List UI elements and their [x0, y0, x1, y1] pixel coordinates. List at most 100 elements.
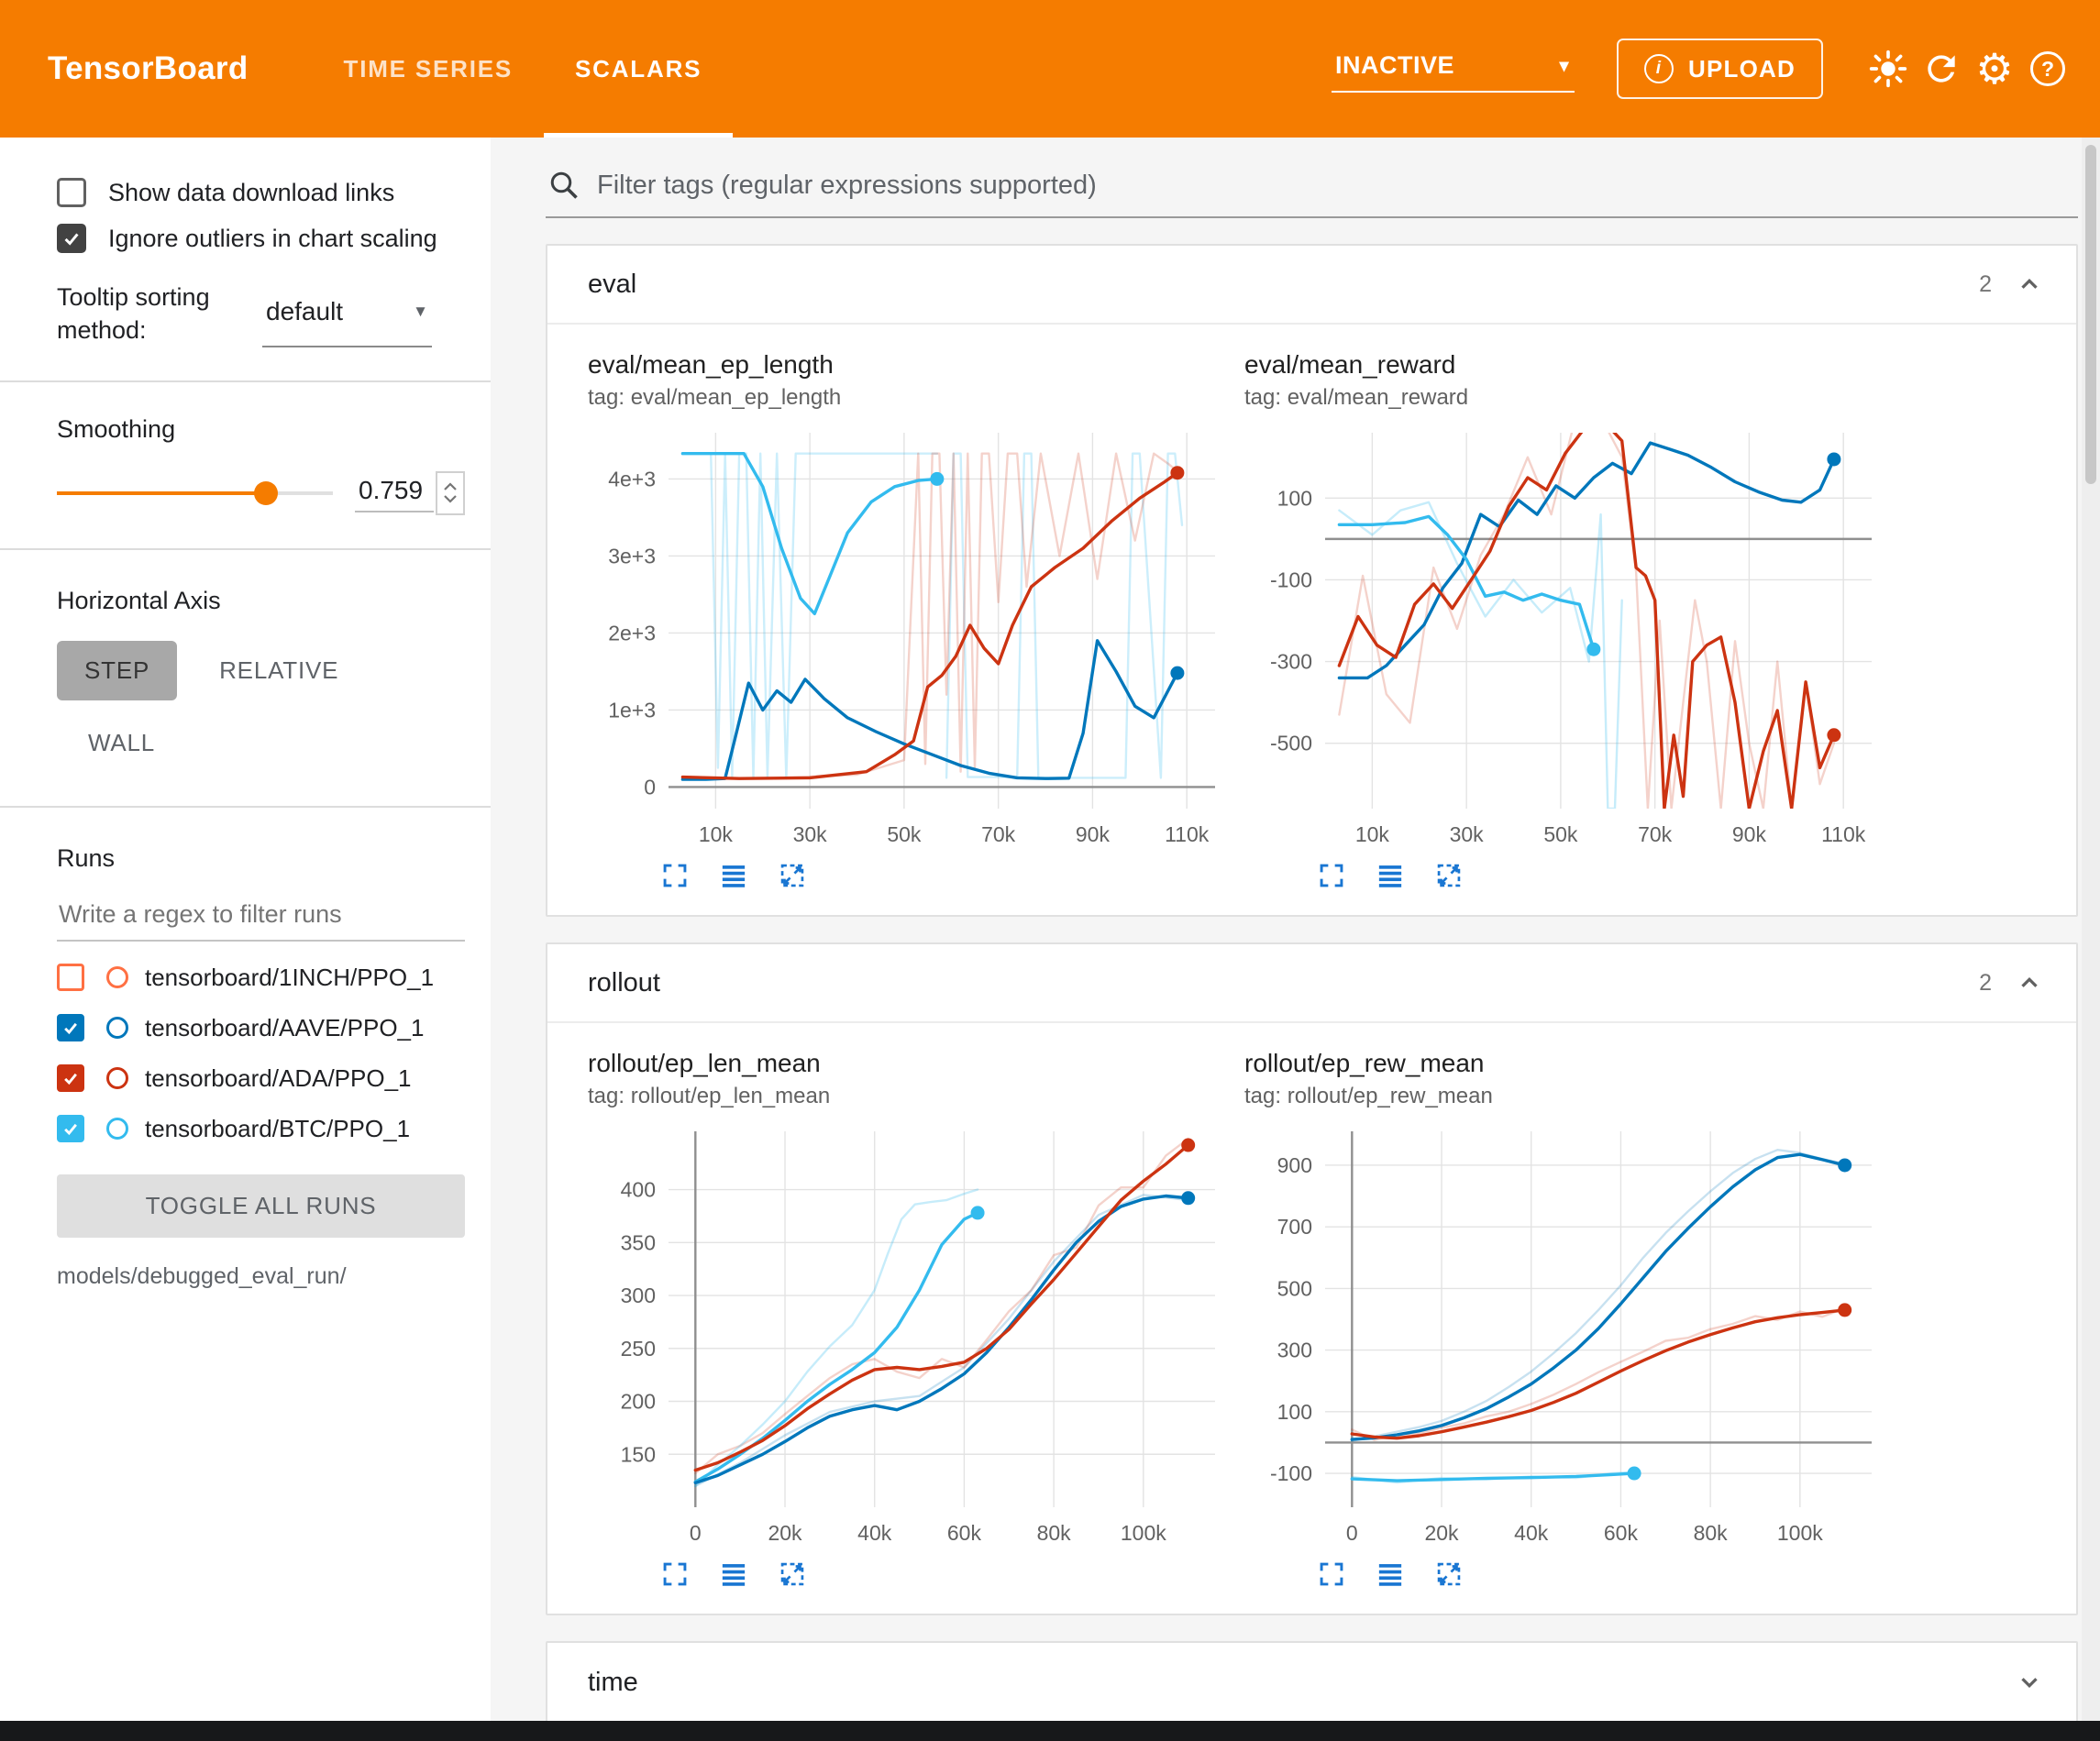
app-title: TensorBoard: [48, 50, 249, 86]
svg-text:0: 0: [690, 1521, 702, 1545]
svg-text:-300: -300: [1270, 650, 1312, 674]
run-checkbox[interactable]: [57, 1115, 84, 1143]
data-table-icon[interactable]: [716, 858, 751, 893]
section-header-time[interactable]: time: [547, 1643, 2076, 1721]
run-color-circle: [106, 1118, 128, 1140]
data-table-icon[interactable]: [1373, 1557, 1408, 1592]
svg-text:100: 100: [1277, 486, 1312, 510]
fit-domain-icon[interactable]: [775, 858, 810, 893]
run-row-btc[interactable]: tensorboard/BTC/PPO_1: [57, 1115, 465, 1143]
fit-domain-icon[interactable]: [1431, 858, 1466, 893]
svg-text:90k: 90k: [1732, 822, 1767, 846]
svg-text:50k: 50k: [887, 822, 922, 846]
svg-text:60k: 60k: [947, 1521, 982, 1545]
expand-chart-icon[interactable]: [1314, 1557, 1349, 1592]
tooltip-sorting-value: default: [266, 297, 344, 326]
expand-chart-icon[interactable]: [1314, 858, 1349, 893]
chart-tag: tag: eval/mean_ep_length: [588, 385, 842, 410]
chevron-down-icon[interactable]: [2014, 1667, 2045, 1698]
tooltip-sorting-label: Tooltip sorting method:: [57, 283, 210, 345]
run-row-aave[interactable]: tensorboard/AAVE/PPO_1: [57, 1014, 465, 1042]
section-count-badge: 2: [1979, 969, 1992, 996]
tab-time-series[interactable]: TIME SERIES: [343, 54, 514, 83]
run-label: tensorboard/1INCH/PPO_1: [145, 963, 435, 991]
section-header-eval[interactable]: eval 2: [547, 246, 2076, 325]
svg-text:0: 0: [644, 775, 656, 799]
help-icon[interactable]: ?: [2021, 42, 2074, 95]
section-header-rollout[interactable]: rollout 2: [547, 944, 2076, 1023]
svg-text:300: 300: [1277, 1339, 1312, 1362]
ignore-outliers-row[interactable]: Ignore outliers in chart scaling: [57, 224, 465, 253]
scrollbar[interactable]: [2082, 138, 2100, 1721]
svg-text:150: 150: [621, 1442, 656, 1466]
tag-filter-bar: [546, 161, 2078, 218]
svg-text:100: 100: [1277, 1400, 1312, 1424]
status-dropdown[interactable]: INACTIVE ▾: [1332, 46, 1575, 93]
run-checkbox[interactable]: [57, 1014, 84, 1042]
run-label: tensorboard/ADA/PPO_1: [145, 1063, 412, 1092]
slider-thumb[interactable]: [254, 480, 279, 505]
svg-text:10k: 10k: [699, 822, 734, 846]
section-title: rollout: [588, 967, 660, 997]
chart-tag: tag: eval/mean_reward: [1244, 385, 1469, 410]
chart-tag: tag: rollout/ep_rew_mean: [1244, 1084, 1493, 1108]
svg-text:900: 900: [1277, 1153, 1312, 1177]
dropdown-arrow-icon: ▾: [1559, 55, 1570, 76]
upload-button-label: UPLOAD: [1688, 54, 1796, 83]
show-download-links-row[interactable]: Show data download links: [57, 178, 465, 207]
svg-text:700: 700: [1277, 1215, 1312, 1239]
svg-text:30k: 30k: [1450, 822, 1485, 846]
settings-gear-icon[interactable]: ⚙: [1975, 45, 2014, 93]
chart-figure-eval-mean-reward: eval/mean_reward tag: eval/mean_reward 1…: [1244, 350, 1886, 893]
chart-eval-mean-ep-length[interactable]: 10k 30k 50k 70k 90k 110k 0 1e+3 2e+3 3e+3 4e+3: [588, 422, 1230, 853]
ignore-outliers-label: Ignore outliers in chart scaling: [108, 224, 437, 252]
fit-domain-icon[interactable]: [775, 1557, 810, 1592]
tab-scalars[interactable]: SCALARS: [544, 0, 734, 138]
expand-chart-icon[interactable]: [658, 858, 692, 893]
chevron-up-icon[interactable]: [2014, 269, 2045, 300]
search-icon: [550, 171, 578, 199]
svg-text:200: 200: [621, 1390, 656, 1414]
data-table-icon[interactable]: [716, 1557, 751, 1592]
run-row-ada[interactable]: tensorboard/ADA/PPO_1: [57, 1064, 465, 1093]
smoothing-slider[interactable]: [57, 480, 333, 506]
axis-wall-button[interactable]: WALL: [61, 713, 182, 773]
upload-button[interactable]: i UPLOAD: [1617, 39, 1823, 99]
axis-step-button[interactable]: STEP: [57, 640, 178, 700]
smoothing-stepper[interactable]: [436, 470, 465, 515]
chart-tag: tag: rollout/ep_len_mean: [588, 1084, 831, 1108]
chart-rollout-ep-rew-mean[interactable]: 0 20k 40k 60k 80k 100k -100 100 300 500 700 900: [1244, 1120, 1886, 1551]
section-card-time: time: [546, 1641, 2078, 1721]
runs-filter-input[interactable]: [57, 896, 465, 942]
svg-text:60k: 60k: [1604, 1521, 1639, 1545]
chart-figure-eval-mean-ep-length: eval/mean_ep_length tag: eval/mean_ep_le…: [588, 350, 1230, 893]
ignore-outliers-checkbox[interactable]: [57, 224, 86, 253]
toggle-all-runs-button[interactable]: TOGGLE ALL RUNS: [57, 1174, 465, 1238]
refresh-icon[interactable]: [1915, 42, 1968, 95]
run-color-circle: [106, 1067, 128, 1090]
chart-eval-mean-reward[interactable]: 10k 30k 50k 70k 90k 110k 100 -100 -300 -500: [1244, 422, 1886, 853]
run-checkbox[interactable]: [57, 1064, 84, 1093]
expand-chart-icon[interactable]: [658, 1557, 692, 1592]
status-dropdown-value: INACTIVE: [1335, 50, 1455, 79]
svg-text:40k: 40k: [857, 1521, 892, 1545]
data-table-icon[interactable]: [1373, 858, 1408, 893]
run-checkbox[interactable]: [57, 964, 84, 992]
smoothing-value-input[interactable]: 0.759: [355, 474, 434, 512]
axis-relative-button[interactable]: RELATIVE: [192, 641, 366, 700]
run-row-1inch[interactable]: tensorboard/1INCH/PPO_1: [57, 964, 465, 992]
tooltip-sorting-select[interactable]: default ▼: [262, 284, 432, 347]
fit-domain-icon[interactable]: [1431, 1557, 1466, 1592]
svg-text:50k: 50k: [1543, 822, 1578, 846]
brightness-icon[interactable]: [1862, 42, 1915, 95]
svg-text:10k: 10k: [1355, 822, 1390, 846]
scrollbar-thumb[interactable]: [2085, 145, 2096, 484]
scalars-dashboard: eval 2 eval/mean_ep_length tag: eval/mea…: [491, 138, 2100, 1721]
chevron-up-icon[interactable]: [2014, 967, 2045, 998]
show-download-links-checkbox[interactable]: [57, 178, 86, 207]
svg-text:500: 500: [1277, 1276, 1312, 1300]
svg-text:300: 300: [621, 1284, 656, 1307]
show-download-links-label: Show data download links: [108, 178, 395, 206]
tag-filter-input[interactable]: [597, 170, 2074, 201]
chart-rollout-ep-len-mean[interactable]: 0 20k 40k 60k 80k 100k 150 200 250 300 350 400: [588, 1120, 1230, 1551]
